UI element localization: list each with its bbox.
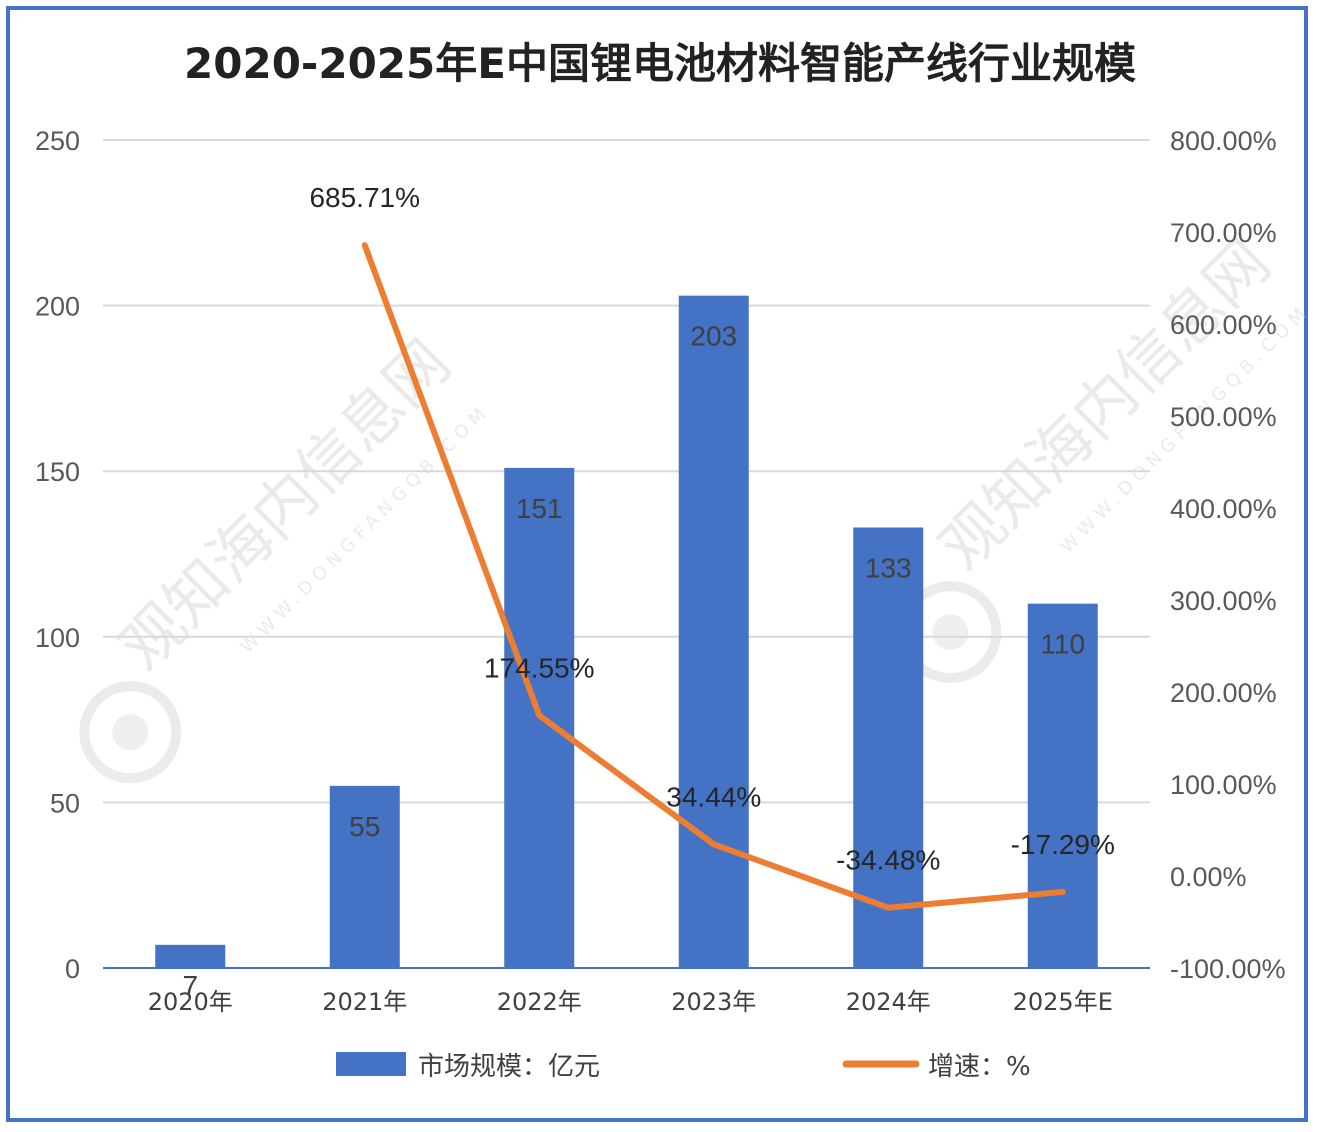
right-tick-label: 500.00%: [1170, 402, 1277, 432]
right-tick-label: 800.00%: [1170, 126, 1277, 156]
left-tick-label: 0: [65, 954, 80, 984]
left-tick-label: 50: [50, 788, 80, 818]
bar-value-label: 7: [182, 970, 198, 1001]
right-tick-label: 100.00%: [1170, 770, 1277, 800]
legend-bar-swatch: [336, 1052, 406, 1076]
x-tick-label: 2022年: [497, 988, 582, 1016]
watermark-logo: [79, 681, 182, 784]
left-tick-label: 200: [35, 292, 80, 322]
bar-value-label: 203: [690, 321, 737, 352]
growth-value-label: -34.48%: [836, 845, 940, 876]
gridlines: [103, 139, 1150, 804]
legend-bar-label: 市场规模：亿元: [418, 1052, 600, 1082]
bar-value-label: 133: [865, 553, 912, 584]
legend-line-label: 增速：%: [928, 1052, 1031, 1082]
right-tick-label: 600.00%: [1170, 310, 1277, 340]
bar: [678, 295, 749, 968]
growth-value-label: 34.44%: [666, 781, 761, 812]
x-tick-label: 2023年: [671, 988, 756, 1016]
left-tick-label: 150: [35, 457, 80, 487]
data-labels: 7 55 151 203 133 110 685.71% 174.55% 34.44% -34.4…: [182, 182, 1114, 1001]
bar-value-label: 151: [516, 493, 563, 524]
growth-value-label: -17.29%: [1011, 829, 1115, 860]
watermark-logo-core: [932, 614, 969, 651]
legend: 市场规模：亿元 增速：%: [336, 1052, 1031, 1082]
right-tick-label: 400.00%: [1170, 494, 1277, 524]
axes: 0 50 100 150 200 250 -100.00% 0.00% 100.00% 200.0…: [35, 126, 1286, 1016]
right-tick-label: 300.00%: [1170, 586, 1277, 616]
bar: [853, 527, 924, 968]
x-tick-label: 2021年: [322, 988, 407, 1016]
x-tick-label: 2024年: [846, 988, 931, 1016]
x-tick-label: 2025年E: [1013, 988, 1113, 1016]
growth-value-label: 174.55%: [484, 652, 595, 683]
watermark-logo-core: [112, 714, 149, 751]
right-tick-label: 700.00%: [1170, 218, 1277, 248]
growth-line: [361, 242, 1066, 911]
right-tick-label: -100.00%: [1170, 954, 1286, 984]
bar-value-label: 55: [349, 811, 380, 842]
watermark-text: 观知海内信息网: [106, 326, 465, 685]
chart-title: 2020-2025年E中国锂电池材料智能产线行业规模: [184, 39, 1136, 88]
left-tick-label: 250: [35, 126, 80, 156]
left-tick-label: 100: [35, 623, 80, 653]
right-tick-label: 200.00%: [1170, 678, 1277, 708]
bar: [329, 785, 400, 968]
right-tick-label: 0.00%: [1170, 862, 1247, 892]
growth-value-label: 685.71%: [309, 182, 420, 213]
bar-value-label: 110: [1040, 629, 1085, 660]
bar-series: [155, 295, 1098, 968]
bar: [155, 944, 226, 968]
line-series: [361, 242, 1066, 911]
x-tick-label: 2020年: [148, 988, 233, 1016]
bar: [1027, 603, 1098, 968]
